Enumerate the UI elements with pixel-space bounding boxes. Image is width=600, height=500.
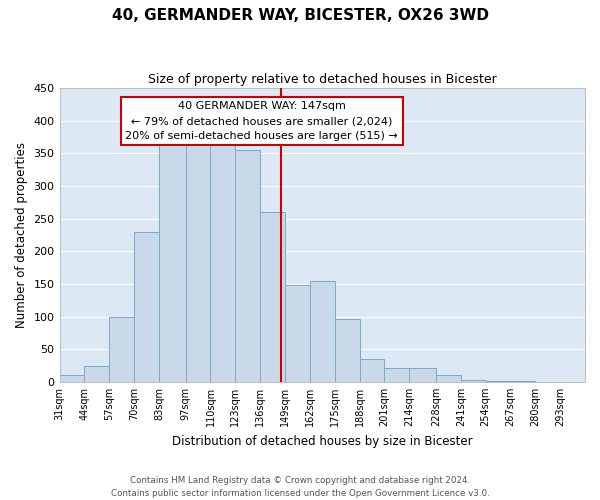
Bar (85, 366, 109, 382)
Bar (185, 140, 211, 382)
Bar (235, 150, 260, 382)
Text: 40, GERMANDER WAY, BICESTER, OX26 3WD: 40, GERMANDER WAY, BICESTER, OX26 3WD (112, 8, 488, 22)
Bar (359, 359, 385, 382)
Bar (485, 380, 511, 382)
Bar (409, 368, 436, 382)
Y-axis label: Number of detached properties: Number of detached properties (15, 142, 28, 328)
Bar (310, 280, 335, 382)
Text: Contains HM Land Registry data © Crown copyright and database right 2024.
Contai: Contains HM Land Registry data © Crown c… (110, 476, 490, 498)
Bar (385, 368, 409, 382)
Bar (211, 140, 235, 382)
Bar (260, 212, 285, 382)
Bar (134, 232, 159, 382)
Bar (335, 319, 359, 382)
Text: 40 GERMANDER WAY: 147sqm
← 79% of detached houses are smaller (2,024)
20% of sem: 40 GERMANDER WAY: 147sqm ← 79% of detach… (125, 102, 398, 141)
Bar (159, 144, 185, 382)
Bar (511, 380, 535, 382)
X-axis label: Distribution of detached houses by size in Bicester: Distribution of detached houses by size … (172, 434, 473, 448)
Bar (461, 380, 485, 382)
Bar (59, 376, 85, 382)
Bar (436, 376, 461, 382)
Title: Size of property relative to detached houses in Bicester: Size of property relative to detached ho… (148, 72, 497, 86)
Bar (285, 286, 310, 382)
Bar (109, 316, 134, 382)
